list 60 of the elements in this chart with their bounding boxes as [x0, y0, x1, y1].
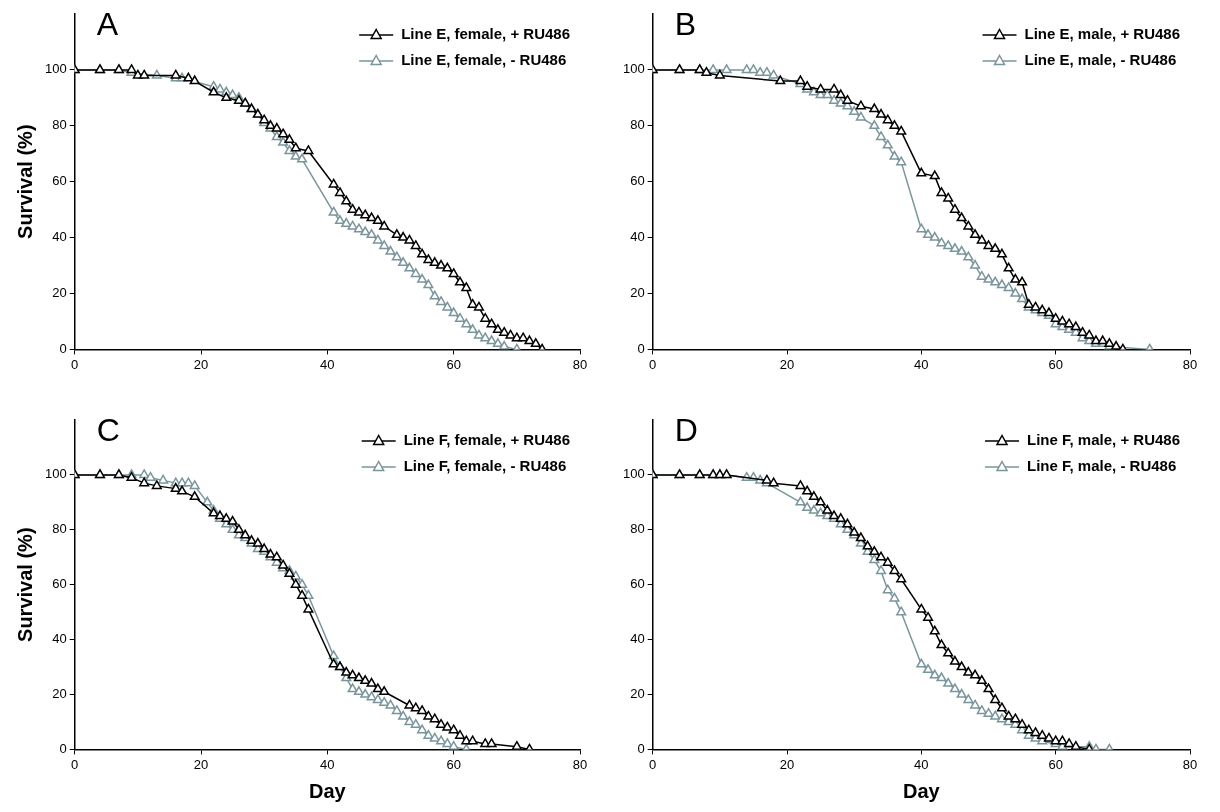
y-tick-label: 20	[52, 285, 67, 301]
x-tick-label: 0	[71, 756, 79, 772]
y-tick-label: 60	[630, 576, 645, 592]
legend-label: Line F, female, + RU486	[403, 431, 571, 449]
chart-title: C	[96, 411, 120, 448]
x-tick-label: 40	[914, 756, 929, 772]
x-tick-label: 40	[914, 356, 929, 372]
y-tick-label: 80	[630, 521, 645, 537]
legend-label: Line F, male, + RU486	[1027, 431, 1180, 449]
x-tick-label: 60	[1048, 756, 1063, 772]
legend-label: Line E, male, + RU486	[1024, 25, 1181, 43]
x-axis-title: Day	[902, 779, 941, 802]
x-tick-label: 60	[446, 356, 461, 372]
legend-label: Line E, female, - RU486	[401, 51, 567, 69]
y-tick-label: 100	[44, 466, 67, 482]
chart-title: B	[674, 5, 697, 42]
x-tick-label: 80	[1182, 356, 1198, 372]
y-tick-label: 80	[630, 117, 645, 133]
x-tick-label: 20	[193, 356, 209, 372]
x-tick-label: 40	[320, 356, 335, 372]
x-tick-label: 20	[779, 756, 795, 772]
y-tick-label: 40	[52, 631, 67, 647]
y-axis-title: Survival (%)	[13, 527, 36, 642]
x-tick-label: 80	[572, 756, 588, 772]
y-axis-title: Survival (%)	[13, 124, 36, 239]
chart-title: D	[674, 411, 698, 448]
y-tick-label: 0	[59, 340, 67, 356]
y-tick-label: 100	[622, 466, 645, 482]
y-tick-label: 80	[52, 117, 67, 133]
x-axis-title: Day	[308, 779, 347, 802]
y-tick-label: 80	[52, 521, 67, 537]
x-tick-label: 20	[779, 356, 795, 372]
y-tick-label: 100	[622, 61, 645, 77]
x-tick-label: 0	[649, 356, 657, 372]
y-tick-label: 20	[630, 686, 645, 702]
chart-title: A	[96, 5, 119, 42]
y-tick-label: 0	[59, 740, 67, 756]
y-tick-label: 60	[630, 173, 645, 189]
x-tick-label: 60	[1048, 356, 1063, 372]
y-tick-label: 60	[52, 576, 67, 592]
x-tick-label: 40	[320, 756, 335, 772]
y-tick-label: 0	[637, 340, 645, 356]
y-tick-label: 100	[44, 61, 67, 77]
x-tick-label: 60	[446, 756, 461, 772]
legend-label: Line F, male, - RU486	[1027, 457, 1177, 475]
y-tick-label: 20	[52, 686, 67, 702]
y-tick-label: 0	[637, 740, 645, 756]
y-tick-label: 40	[52, 229, 67, 245]
y-tick-label: 60	[52, 173, 67, 189]
x-tick-label: 80	[572, 356, 588, 372]
y-tick-label: 20	[630, 285, 645, 301]
legend-label: Line E, female, + RU486	[401, 25, 570, 43]
x-tick-label: 80	[1182, 756, 1198, 772]
x-tick-label: 0	[649, 756, 657, 772]
legend-label: Line E, male, - RU486	[1024, 51, 1177, 69]
x-tick-label: 20	[193, 756, 209, 772]
y-tick-label: 40	[630, 631, 645, 647]
legend-label: Line F, female, - RU486	[403, 457, 567, 475]
x-tick-label: 0	[71, 356, 79, 372]
y-tick-label: 40	[630, 229, 645, 245]
